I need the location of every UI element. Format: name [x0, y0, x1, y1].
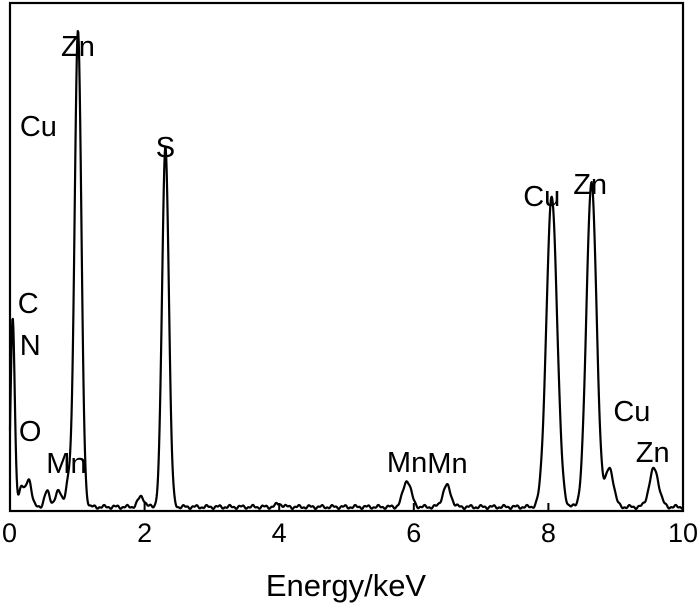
x-axis-ticks [9, 503, 684, 511]
x-tick-label: 6 [406, 518, 421, 548]
x-axis-tick-labels: 0 2 4 6 8 10 [2, 518, 698, 548]
peak-label-zn: Zn [61, 31, 95, 63]
x-tick-label: 8 [541, 518, 556, 548]
spectrum-series-line [8, 29, 684, 511]
axis-frame [8, 1, 685, 513]
x-tick-label: 4 [272, 518, 287, 548]
peak-label-s: S [156, 132, 175, 164]
peak-label-cu: Cu [20, 111, 57, 143]
x-tick-label: 10 [668, 518, 698, 548]
peak-label-zn: Zn [636, 437, 670, 469]
peak-label-cu: Cu [613, 396, 650, 428]
peak-label-c: C [18, 288, 39, 320]
peak-label-o: O [19, 416, 42, 448]
peak-label-mn: Mn [387, 447, 427, 479]
peak-label-mn: Mn [46, 448, 86, 480]
peak-label-n: N [20, 330, 41, 362]
x-axis-title: Energy/keV [266, 568, 427, 603]
peak-label-zn: Zn [573, 169, 607, 201]
x-tick-label: 0 [2, 518, 17, 548]
peak-label-mn: Mn [427, 448, 467, 480]
peak-label-cu: Cu [523, 181, 560, 213]
plot-area [8, 1, 685, 513]
x-tick-label: 2 [137, 518, 152, 548]
